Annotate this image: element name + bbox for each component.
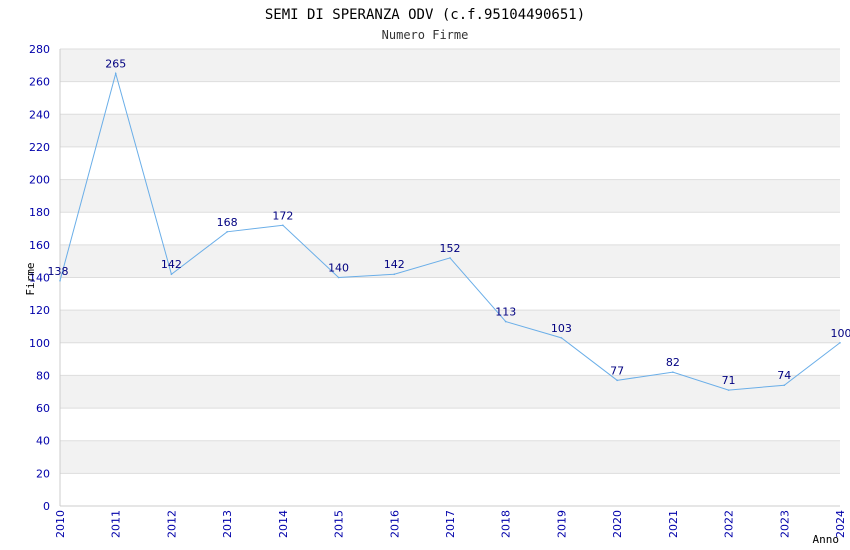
y-tick-label: 140 — [29, 272, 50, 285]
data-point — [114, 72, 117, 75]
data-label: 82 — [666, 356, 680, 369]
data-point — [226, 231, 228, 233]
y-tick-label: 100 — [29, 337, 50, 350]
grid-band — [60, 375, 840, 409]
grid-band — [60, 310, 840, 343]
grid-band — [60, 342, 840, 376]
grid-band — [60, 473, 840, 506]
data-point — [393, 273, 396, 276]
grid-band — [60, 114, 840, 147]
x-tick-label: 2014 — [277, 510, 290, 538]
x-tick-label: 2010 — [54, 510, 67, 538]
y-tick-label: 240 — [29, 108, 50, 121]
data-label: 138 — [48, 265, 69, 278]
data-point — [504, 320, 507, 323]
grid-band — [60, 81, 840, 115]
grid-band — [60, 244, 840, 278]
data-labels: 138 265 142 168 172 140 142 152 113 103 77 82 71 74 10… — [48, 57, 850, 391]
chart-subtitle: Numero Firme — [382, 28, 469, 42]
grid-band — [60, 277, 840, 311]
data-label: 140 — [328, 262, 349, 275]
x-tick-label: 2020 — [611, 510, 624, 538]
data-point — [672, 371, 674, 373]
data-label: 77 — [610, 364, 624, 377]
data-point — [783, 384, 786, 387]
grid-band — [60, 212, 840, 245]
data-label: 142 — [384, 258, 405, 271]
data-label: 265 — [105, 57, 126, 70]
y-tick-label: 0 — [43, 500, 50, 513]
x-tick-label: 2019 — [555, 510, 568, 538]
data-point — [170, 273, 173, 276]
grid-band — [60, 146, 840, 180]
y-tick-label: 220 — [29, 141, 50, 154]
data-label: 103 — [551, 322, 572, 335]
chart-title: SEMI DI SPERANZA ODV (c.f.95104490651) — [265, 7, 585, 23]
data-point — [282, 224, 284, 227]
data-point — [449, 257, 451, 259]
data-label: 152 — [440, 242, 461, 255]
data-label: 100 — [831, 327, 850, 340]
data-point — [839, 341, 841, 344]
y-tick-label: 280 — [29, 43, 50, 56]
data-point — [727, 389, 730, 391]
x-tick-label: 2024 — [834, 510, 847, 538]
data-point — [59, 279, 61, 282]
x-axis-title: Anno — [813, 533, 840, 546]
grid-bands — [60, 49, 840, 506]
data-label: 71 — [722, 374, 736, 387]
data-point — [337, 276, 340, 279]
x-tick-label: 2022 — [723, 510, 736, 538]
data-label: 74 — [777, 369, 791, 382]
x-tick-label: 2012 — [165, 510, 178, 538]
x-tick-label: 2023 — [778, 510, 791, 538]
y-tick-label: 80 — [36, 369, 50, 382]
x-tick-label: 2021 — [667, 510, 680, 538]
grid-band — [60, 179, 840, 213]
x-tick-label: 2013 — [221, 510, 234, 538]
x-tick-label: 2018 — [500, 510, 513, 538]
data-label: 113 — [495, 306, 516, 319]
data-label: 168 — [217, 216, 238, 229]
grid-band — [60, 440, 840, 474]
grid-band — [60, 408, 840, 441]
y-tick-label: 60 — [36, 402, 50, 415]
data-label: 142 — [161, 258, 182, 271]
data-point — [560, 337, 563, 339]
x-tick-label: 2017 — [444, 510, 457, 538]
x-tick-label: 2016 — [388, 510, 401, 538]
y-tick-label: 40 — [36, 435, 50, 448]
data-label: 172 — [272, 209, 293, 222]
data-point — [616, 379, 618, 382]
y-tick-label: 160 — [29, 239, 50, 252]
x-tick-label: 2015 — [333, 510, 346, 538]
y-tick-label: 120 — [29, 304, 50, 317]
x-tick-labels: 2010 2011 2012 2013 2014 2015 2016 2017 2018 2019… — [54, 510, 847, 538]
y-tick-label: 260 — [29, 76, 50, 89]
grid-band — [60, 49, 840, 82]
y-tick-label: 20 — [36, 467, 50, 480]
y-axis-title: Firme — [24, 262, 37, 295]
y-tick-label: 200 — [29, 174, 50, 187]
x-tick-label: 2011 — [110, 510, 123, 538]
y-tick-labels: 0 20 40 60 80 100 120 140 160 180 200 220 240 260 280 — [29, 43, 50, 513]
y-tick-label: 180 — [29, 206, 50, 219]
grid-lines — [60, 48, 840, 507]
